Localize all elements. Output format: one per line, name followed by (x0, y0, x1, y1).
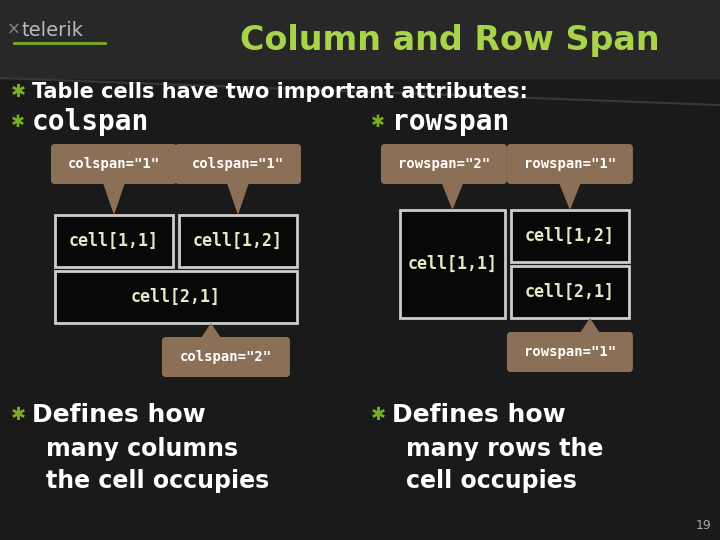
Text: rowspan="1": rowspan="1" (524, 157, 616, 171)
Text: telerik: telerik (22, 21, 84, 39)
Polygon shape (578, 318, 602, 336)
Polygon shape (441, 180, 464, 210)
Bar (400, 210, 505, 318)
Text: cell[1,2]: cell[1,2] (193, 232, 283, 250)
FancyBboxPatch shape (507, 144, 633, 184)
Bar (179, 215, 297, 267)
Text: colspan="1": colspan="1" (192, 157, 284, 171)
FancyBboxPatch shape (175, 144, 301, 184)
Text: ✱: ✱ (10, 406, 25, 424)
Text: rowspan="2": rowspan="2" (398, 157, 490, 171)
Text: ✱: ✱ (370, 406, 385, 424)
Text: ✱: ✱ (11, 113, 25, 131)
Bar (0, 0, 720, 78)
Polygon shape (102, 180, 126, 215)
Text: many columns: many columns (46, 437, 238, 461)
Text: ✱: ✱ (10, 83, 25, 101)
Text: Table cells have two important attributes:: Table cells have two important attribute… (32, 82, 528, 102)
Text: Defines how: Defines how (32, 403, 206, 427)
FancyBboxPatch shape (381, 144, 507, 184)
Text: ✱: ✱ (371, 113, 385, 131)
Text: cell[1,1]: cell[1,1] (408, 255, 498, 273)
Text: rowspan="1": rowspan="1" (524, 345, 616, 359)
Bar (511, 210, 629, 262)
Text: Column and Row Span: Column and Row Span (240, 24, 660, 57)
Text: cell[1,2]: cell[1,2] (525, 227, 615, 245)
Polygon shape (226, 180, 250, 215)
FancyBboxPatch shape (51, 144, 177, 184)
Text: cell occupies: cell occupies (406, 469, 577, 493)
Text: cell[2,1]: cell[2,1] (525, 283, 615, 301)
Text: ×: × (7, 21, 21, 39)
FancyBboxPatch shape (162, 337, 290, 377)
Text: many rows the: many rows the (406, 437, 603, 461)
FancyBboxPatch shape (507, 332, 633, 372)
Bar (55, 215, 173, 267)
Text: the cell occupies: the cell occupies (46, 469, 269, 493)
Bar (511, 266, 629, 318)
Polygon shape (199, 323, 223, 341)
Text: Defines how: Defines how (392, 403, 566, 427)
Text: 19: 19 (696, 519, 712, 532)
Text: colspan="1": colspan="1" (68, 157, 160, 171)
Text: rowspan: rowspan (392, 108, 509, 136)
Text: colspan="2": colspan="2" (180, 350, 272, 364)
Polygon shape (558, 180, 582, 210)
Text: cell[2,1]: cell[2,1] (131, 288, 221, 306)
Text: cell[1,1]: cell[1,1] (69, 232, 159, 250)
Text: colspan: colspan (32, 108, 149, 136)
Bar (55, 271, 297, 323)
